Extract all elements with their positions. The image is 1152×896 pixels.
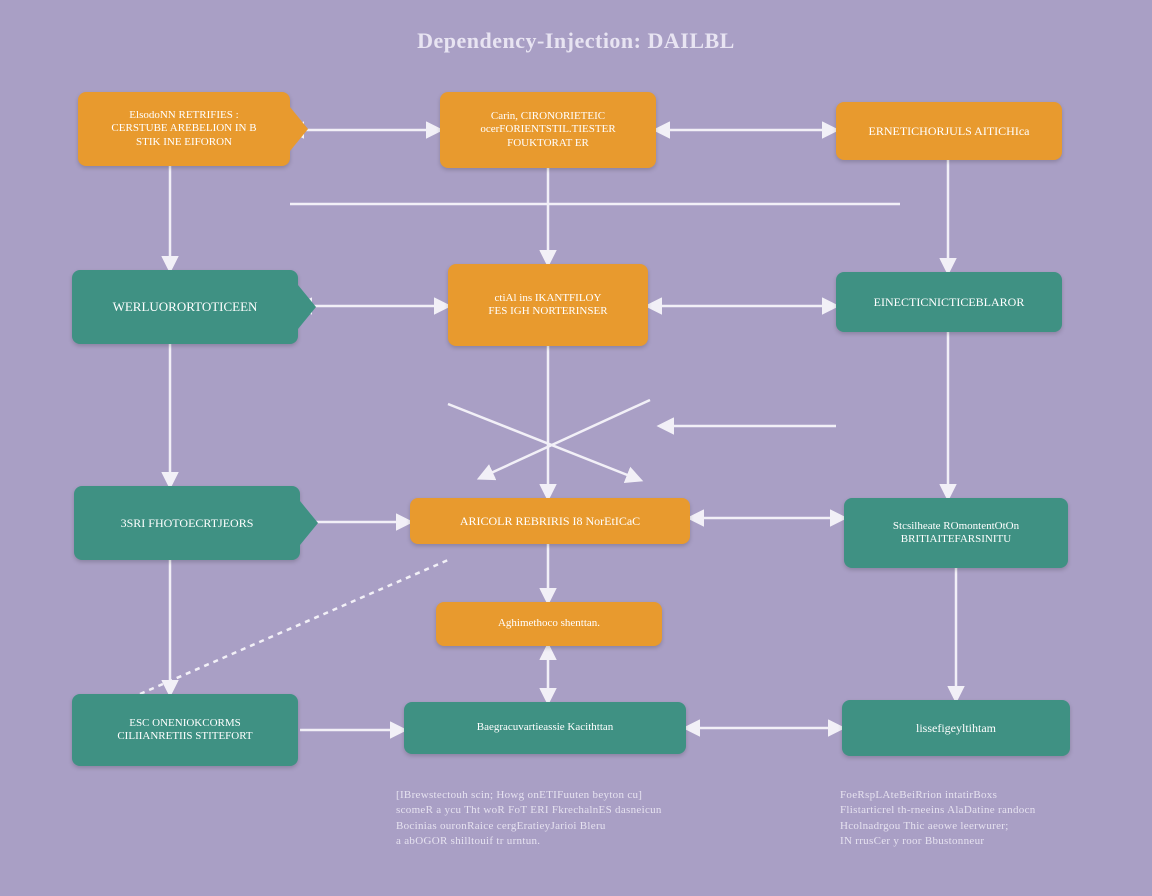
node-n1: Carin, CIRONORIETEIC ocerFORIENTSTIL.TIE… [440,92,656,168]
node-n7: ARICOLR REBRIRIS I8 NorEtICaC [410,498,690,544]
node-n2: ERNETICHORJULS AITICHIca [836,102,1062,160]
diagram-title: Dependency-Injection: DAILBL [0,28,1152,54]
diagram-stage: Dependency-Injection: DAILBL ElsodoNN RE… [0,0,1152,896]
node-n8: Stcsilheate ROmontentOtOn BRITIAITEFARSI… [844,498,1068,568]
node-n10: ESC ONENIOKCORMS CILIIANRETIIS STITEFORT [72,694,298,766]
edge-21 [448,404,640,480]
node-n6: 3SRI FHOTOECRTJEORS [74,486,300,560]
node-n12: lissefigeyltihtam [842,700,1070,756]
node-n4: ctiAl ins IKANTFILOY FES IGH NORTERINSER [448,264,648,346]
edge-19 [140,560,448,694]
node-n9: Aghimethoco shenttan. [436,602,662,646]
node-n3: WERLUORORTOTICEEN [72,270,298,344]
footnote-1: FoeRspLAteBeiRrion intatirBoxs Flistarti… [840,788,1120,850]
node-n0: ElsodoNN RETRIFIES : CERSTUBE AREBELION … [78,92,290,166]
node-n11: Baegracuvartieassie Kacithttan [404,702,686,754]
edge-22 [480,400,650,478]
footnote-0: [IBrewstectouh scin; Howg onETIFuuten be… [396,788,726,850]
node-n5: EINECTICNICTICEBLAROR [836,272,1062,332]
